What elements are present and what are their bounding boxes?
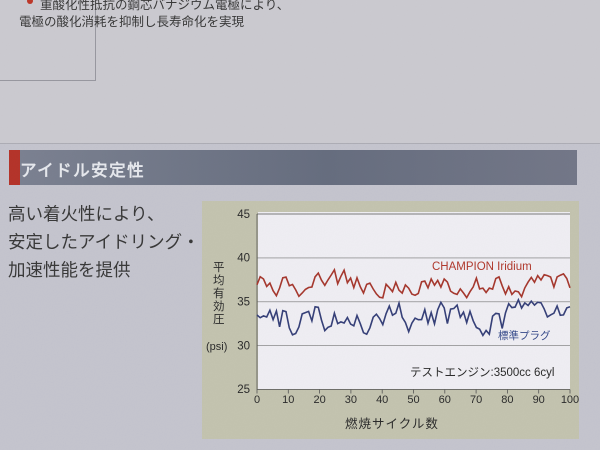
svg-text:30: 30 (237, 341, 250, 353)
svg-text:45: 45 (237, 209, 250, 221)
svg-text:60: 60 (439, 394, 451, 406)
svg-text:70: 70 (470, 394, 482, 406)
svg-text:100: 100 (561, 394, 579, 406)
svg-text:35: 35 (237, 297, 250, 309)
svg-text:0: 0 (254, 394, 260, 406)
svg-text:20: 20 (313, 394, 325, 406)
svg-text:40: 40 (376, 394, 388, 406)
svg-text:10: 10 (282, 394, 294, 406)
svg-text:90: 90 (533, 394, 545, 406)
svg-text:25: 25 (237, 384, 250, 396)
svg-text:40: 40 (237, 253, 250, 265)
svg-text:80: 80 (501, 394, 513, 406)
svg-text:30: 30 (345, 394, 357, 406)
svg-text:50: 50 (407, 394, 419, 406)
